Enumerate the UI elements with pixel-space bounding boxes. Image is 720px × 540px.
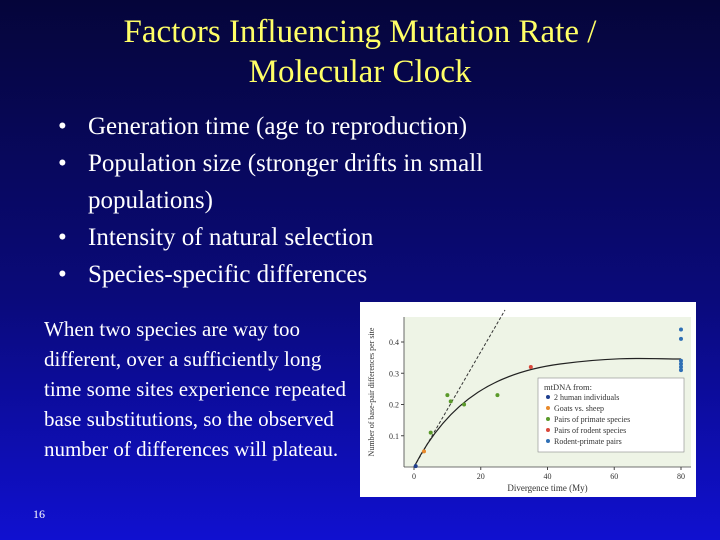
data-point bbox=[462, 402, 467, 407]
bullet: Population size (stronger drifts in smal… bbox=[56, 145, 556, 219]
bullet: Generation time (age to reproduction) bbox=[56, 108, 556, 145]
body-text: When two species are way too different, … bbox=[44, 317, 347, 461]
legend-label: Pairs of primate species bbox=[554, 415, 630, 424]
y-tick-label: 0.2 bbox=[389, 401, 399, 410]
legend-marker bbox=[546, 406, 550, 410]
legend-title: mtDNA from: bbox=[544, 382, 592, 392]
y-tick-label: 0.1 bbox=[389, 432, 399, 441]
data-point bbox=[678, 361, 683, 366]
x-tick-label: 40 bbox=[544, 472, 552, 481]
data-point bbox=[448, 399, 453, 404]
data-point bbox=[422, 449, 427, 454]
y-axis-label: Number of base-pair differences per site bbox=[367, 327, 376, 456]
y-tick-label: 0.3 bbox=[389, 369, 399, 378]
legend-label: Rodent-primate pairs bbox=[554, 437, 622, 446]
legend-marker bbox=[546, 417, 550, 421]
bullet: Intensity of natural selection bbox=[56, 219, 556, 256]
legend-marker bbox=[546, 439, 550, 443]
data-point bbox=[495, 393, 500, 398]
x-tick-label: 60 bbox=[610, 472, 618, 481]
data-point bbox=[413, 464, 418, 469]
data-point bbox=[528, 365, 533, 369]
data-point bbox=[445, 393, 450, 398]
data-point bbox=[678, 365, 683, 369]
data-point bbox=[678, 336, 683, 341]
data-point bbox=[678, 358, 683, 363]
data-point bbox=[678, 327, 683, 332]
legend-label: 2 human individuals bbox=[554, 393, 619, 402]
slide-number: 16 bbox=[33, 507, 45, 521]
legend-label: Pairs of rodent species bbox=[554, 426, 626, 435]
legend-marker bbox=[546, 428, 550, 432]
bullet: Species-specific differences bbox=[56, 256, 556, 293]
slide-title: Factors Influencing Mutation Rate / Mole… bbox=[123, 14, 597, 90]
legend-marker bbox=[546, 395, 550, 399]
y-tick-label: 0.4 bbox=[389, 338, 399, 347]
x-tick-label: 0 bbox=[412, 472, 416, 481]
x-axis-label: Divergence time (My) bbox=[507, 483, 587, 493]
legend-box bbox=[537, 377, 685, 453]
legend-label: Goats vs. sheep bbox=[554, 404, 604, 413]
data-point bbox=[678, 368, 683, 373]
data-point bbox=[428, 430, 433, 435]
x-tick-label: 20 bbox=[477, 472, 485, 481]
saturation-curve bbox=[413, 357, 682, 468]
chart: 0 20 40 60 80 0.1 0.2 0.3 0.4 Divergence time (My… bbox=[360, 302, 696, 497]
x-tick-label: 80 bbox=[677, 472, 685, 481]
bullet-list: Generation time (age to reproduction)Pop… bbox=[56, 108, 556, 293]
